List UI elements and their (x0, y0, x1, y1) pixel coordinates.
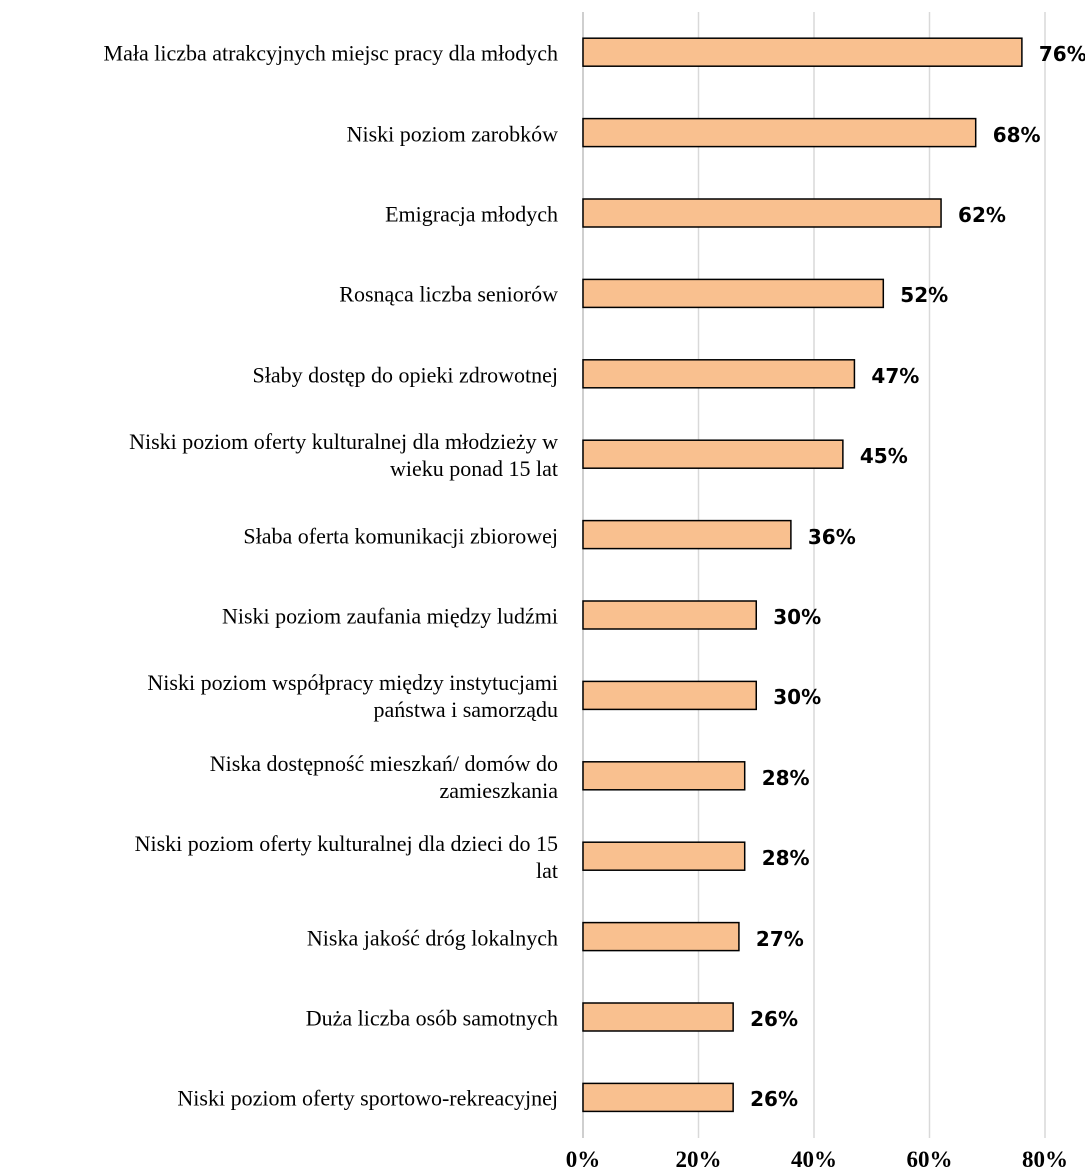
bar (582, 761, 746, 791)
bar (582, 37, 1023, 67)
x-tick-label: 0% (565, 1147, 601, 1172)
category-label-line: Duża liczba osób samotnych (305, 1005, 558, 1031)
category-label-line: Niski poziom oferty kulturalnej dla dzie… (134, 831, 558, 857)
category-label-line: państwa i samorządu (373, 697, 559, 723)
bar (582, 198, 942, 228)
data-label: 26% (750, 1007, 799, 1031)
data-label: 45% (859, 444, 908, 469)
category-label-line: Niski poziom oferty kulturalnej dla młod… (129, 429, 558, 455)
category-label: Niska dostępność mieszkań/ domów do zamie… (0, 750, 558, 804)
x-tick-label: 40% (791, 1147, 837, 1172)
x-tick-label: 80% (1022, 1147, 1068, 1172)
category-label-line: Niska dostępność mieszkań/ domów do (209, 750, 558, 776)
category-label-line: Niski poziom zaufania między ludźmi (221, 603, 558, 629)
category-label: Niski poziom oferty sportowo-rekreacyjne… (0, 1085, 558, 1112)
data-label: 36% (807, 524, 856, 549)
bar (582, 1002, 734, 1032)
category-label: Słaba oferta komunikacji zbiorowej (0, 522, 558, 549)
category-label: Niski poziom zarobków (0, 120, 558, 147)
bar (582, 359, 856, 389)
data-label: 68% (992, 122, 1041, 147)
category-label-line: Rosnąca liczba seniorów (339, 281, 558, 307)
data-label: 62% (958, 203, 1006, 227)
category-label: Niska jakość dróg lokalnych (0, 924, 558, 951)
data-label: 26% (750, 1087, 799, 1112)
category-label-line: lat (536, 858, 558, 884)
bar (582, 680, 757, 711)
category-label-line: Niska jakość dróg lokalnych (306, 925, 558, 951)
bar (582, 600, 757, 630)
category-label: Rosnąca liczba seniorów (0, 281, 558, 308)
category-label: Duża liczba osób samotnych (0, 1005, 558, 1032)
category-label-line: Słaba oferta komunikacji zbiorowej (243, 523, 558, 549)
category-label: Słaby dostęp do opieki zdrowotnej (0, 361, 558, 388)
category-label-line: Niski poziom zarobków (346, 121, 558, 147)
bar (582, 439, 844, 469)
x-tick-label: 20% (675, 1147, 722, 1172)
data-label: 30% (773, 685, 822, 710)
data-label: 76% (1038, 42, 1085, 67)
category-label-line: Mała liczba atrakcyjnych miejsc pracy dl… (103, 40, 558, 66)
category-label: Niski poziom oferty kulturalnej dla dzie… (0, 830, 558, 884)
category-label: Emigracja młodych (0, 201, 558, 228)
x-tick-label: 60% (906, 1147, 953, 1172)
category-label-line: Niski poziom współpracy między instytucj… (147, 670, 558, 696)
bar (582, 519, 792, 550)
category-label-line: wieku ponad 15 lat (389, 456, 558, 482)
category-label-line: Emigracja młodych (385, 201, 558, 227)
category-label: Niski poziom oferty kulturalnej dla młod… (0, 428, 558, 482)
category-label: Niski poziom współpracy między instytucj… (0, 669, 558, 723)
category-label: Niski poziom zaufania między ludźmi (0, 603, 558, 630)
category-label-line: Niski poziom oferty sportowo-rekreacyjne… (177, 1085, 558, 1111)
bar (582, 117, 977, 148)
category-label-line: Słaby dostęp do opieki zdrowotnej (252, 362, 558, 388)
bar (582, 921, 740, 952)
data-label: 27% (755, 926, 804, 951)
category-label: Mała liczba atrakcyjnych miejsc pracy dl… (0, 40, 558, 67)
data-label: 47% (871, 363, 920, 388)
data-label: 28% (761, 765, 810, 790)
bar (582, 841, 746, 871)
bar (582, 1082, 734, 1113)
data-label: 28% (761, 846, 810, 871)
category-label-line: zamieszkania (439, 777, 559, 803)
bar (582, 278, 885, 309)
data-label: 52% (900, 283, 949, 308)
data-label: 30% (773, 605, 822, 629)
